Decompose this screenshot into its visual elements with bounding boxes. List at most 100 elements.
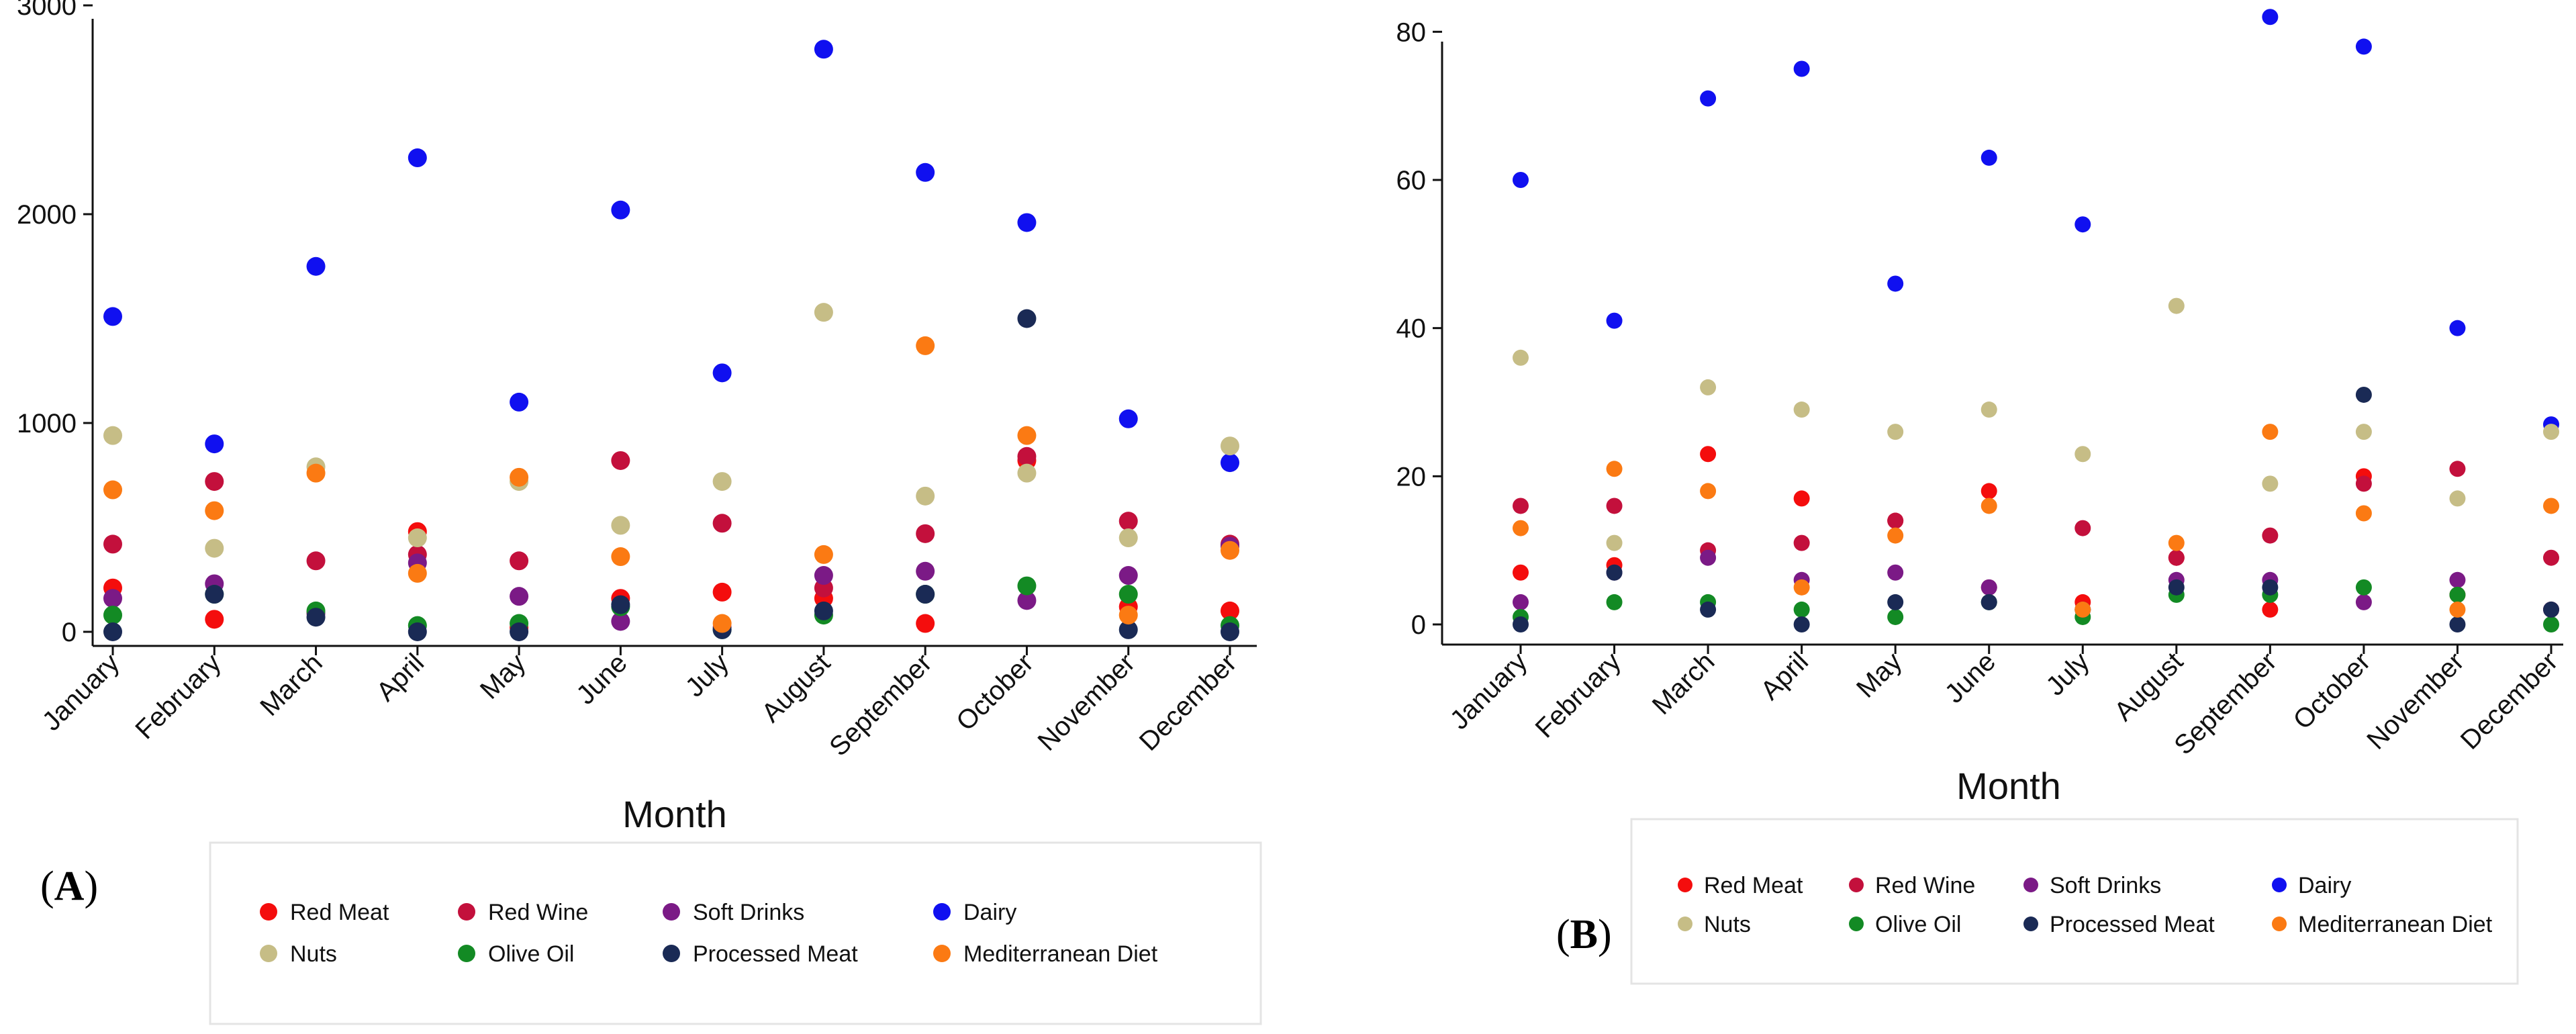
panel-a-point-red-wine-march (306, 551, 326, 571)
panel-a-point-nuts-november (1118, 528, 1138, 548)
panel-b-point-nuts-june (1981, 402, 1997, 418)
legend-marker-dairy (2272, 878, 2287, 892)
panel-a-point-nuts-february (205, 538, 224, 558)
legend-marker-soft-drinks (2023, 878, 2038, 892)
panel-b-point-processed-meat-february (1606, 564, 1623, 581)
legend-label-mediterranean-diet: Mediterranean Diet (2298, 912, 2493, 937)
panel-a-point-nuts-july (712, 472, 732, 491)
panel-b-x-tick-label-july: July (2040, 647, 2095, 701)
panel-a-point-red-wine-july (712, 514, 732, 533)
panel-b-point-mediterranean-diet-august (2168, 534, 2185, 551)
legend-label-dairy: Dairy (2298, 873, 2351, 898)
panel-b-point-red-wine-july (2074, 520, 2091, 536)
panel-a-x-tick-label-january: January (37, 648, 126, 737)
panel-b-point-mediterranean-diet-march (1700, 483, 1717, 500)
panel-a-x-tick-label-december: December (1134, 648, 1243, 757)
panel-a-point-processed-meat-august (814, 601, 833, 620)
panel-b-point-mediterranean-diet-june (1981, 498, 1997, 514)
panel-b-point-red-meat-january (1513, 564, 1529, 581)
panel-b-y-tick-label: 40 (1396, 314, 1427, 344)
panel-a-point-soft-drinks-november (1118, 566, 1138, 585)
panel-b-point-red-wine-august (2168, 549, 2185, 566)
panel-a-point-red-meat-february (205, 610, 224, 629)
panel-a-point-processed-meat-september (916, 585, 935, 604)
panel-b-point-nuts-october (2355, 424, 2372, 440)
panel-b-point-processed-meat-may (1887, 594, 1904, 610)
panel-b-y-tick-label: 20 (1396, 462, 1427, 491)
panel-a-point-red-wine-february (205, 472, 224, 491)
panel-b-point-nuts-may (1887, 424, 1904, 440)
panel-b-point-dairy-june (1981, 149, 1997, 166)
panel-b-point-olive-oil-november (2449, 586, 2466, 603)
legend-label-processed-meat: Processed Meat (693, 941, 858, 967)
panel-b-point-processed-meat-june (1981, 594, 1997, 610)
panel-a-point-dairy-december (1221, 453, 1239, 473)
legend-label-red-meat: Red Meat (290, 900, 389, 925)
legend-marker-nuts (260, 945, 277, 962)
panel-a-x-tick-label-april: April (371, 648, 430, 707)
panel-a-point-processed-meat-may (510, 622, 529, 641)
panel-a-point-mediterranean-diet-april (408, 563, 427, 583)
panel-b-point-dairy-november (2449, 320, 2466, 336)
panel-b-point-red-meat-march (1700, 446, 1717, 463)
panel-b-point-mediterranean-diet-january (1513, 520, 1529, 536)
panel-b-point-nuts-january (1513, 349, 1529, 366)
panel-a-point-dairy-march (306, 256, 326, 276)
panel-a-point-soft-drinks-june (611, 612, 630, 631)
panel-a-point-olive-oil-january (103, 606, 122, 625)
legend-marker-soft-drinks (663, 903, 680, 921)
panel-b-point-soft-drinks-october (2355, 594, 2372, 610)
panel-a-point-processed-meat-february (205, 585, 224, 604)
panel-a-point-red-wine-january (103, 534, 122, 554)
panel-b-point-olive-oil-may (1887, 608, 1904, 625)
legend-label-olive-oil: Olive Oil (488, 941, 574, 967)
panel-b-x-tick-label-march: March (1647, 647, 1721, 720)
panel-a-point-mediterranean-diet-july (712, 614, 732, 633)
panel-b-point-red-wine-january (1513, 498, 1529, 514)
panel-b-y-ticks: 0 20 40 60 80 (1396, 17, 1442, 640)
panel-b-point-soft-drinks-june (1981, 579, 1997, 596)
panel-a-point-soft-drinks-may (510, 587, 529, 606)
panel-a-y-ticks: 0 1000 2000 3000 (17, 0, 93, 647)
panel-b-point-red-wine-february (1606, 498, 1623, 514)
panel-a-point-mediterranean-diet-august (814, 545, 833, 564)
panel-b-point-soft-drinks-may (1887, 564, 1904, 581)
panel-a-point-processed-meat-january (103, 622, 122, 641)
panel-a-point-nuts-august (814, 303, 833, 322)
panel-b-axes (1441, 42, 2563, 646)
panel-b-point-red-meat-april (1793, 490, 1810, 507)
panel-a-point-processed-meat-march (306, 608, 326, 627)
panel-a-points (103, 40, 1239, 641)
panel-b-y-tick-label: 80 (1396, 17, 1427, 47)
panel-a-point-dairy-july (712, 363, 732, 383)
panel-a-axes (91, 19, 1257, 647)
panel-a-y-tick-label: 2000 (17, 200, 77, 230)
panel-b-label: (B) (1556, 912, 1612, 957)
panel-b-point-mediterranean-diet-november (2449, 601, 2466, 618)
legend-marker-olive-oil (1849, 916, 1864, 931)
panel-b-point-processed-meat-september (2262, 579, 2279, 596)
panel-a-point-nuts-october (1017, 463, 1037, 483)
legend-marker-red-meat (1678, 878, 1692, 892)
legend-marker-nuts (1678, 916, 1692, 931)
panel-a-point-red-wine-november (1118, 512, 1138, 531)
panel-b-point-red-meat-june (1981, 483, 1997, 500)
panel-b-points (1513, 9, 2559, 632)
panel-a-point-processed-meat-december (1221, 622, 1239, 641)
panel-a-point-nuts-january (103, 426, 122, 445)
panel-a-x-tick-label-may: May (475, 648, 532, 705)
panel-b-point-red-wine-april (1793, 534, 1810, 551)
panel-a-point-soft-drinks-august (814, 566, 833, 585)
panel-b-x-tick-label-april: April (1755, 647, 1814, 706)
panel-b-point-soft-drinks-march (1700, 549, 1717, 566)
panel-a-point-nuts-december (1221, 436, 1239, 456)
panel-a-x-tick-label-march: March (254, 648, 328, 722)
panel-b-point-nuts-november (2449, 490, 2466, 507)
panel-b-point-processed-meat-december (2543, 601, 2559, 618)
panel-b-label-letter: B (1570, 912, 1598, 957)
legend-label-soft-drinks: Soft Drinks (693, 900, 804, 925)
panel-a-legend-box (209, 841, 1262, 1025)
panel-b-point-dairy-april (1793, 60, 1810, 77)
